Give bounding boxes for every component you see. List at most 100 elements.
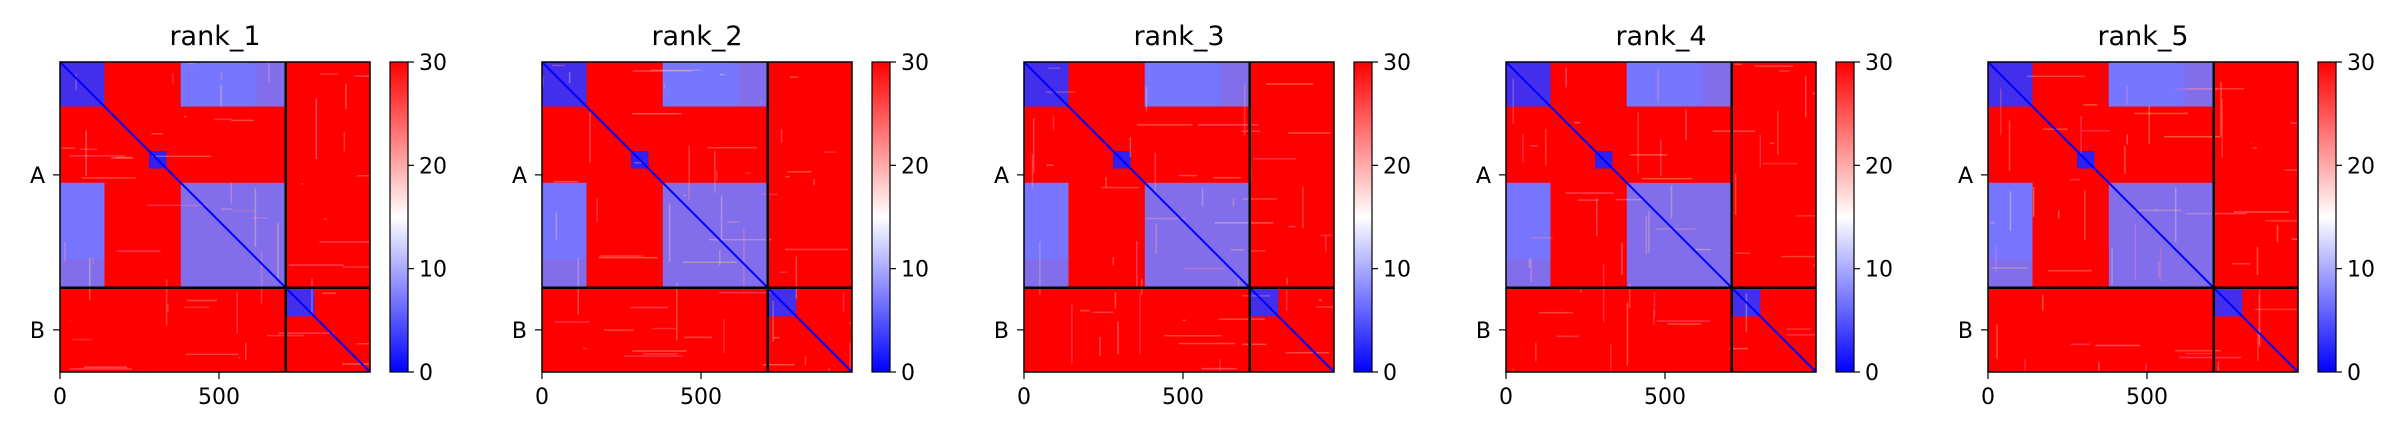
heatmap-streak [682, 261, 738, 264]
heatmap-streak [116, 250, 161, 252]
heatmap-streak [1734, 173, 1737, 215]
heatmap-diagonal [1505, 61, 1817, 373]
heatmap-streak [1218, 318, 1266, 320]
heatmap-streak [2154, 209, 2157, 212]
heatmap-streak [1201, 188, 1204, 207]
heatmap-streak [1286, 277, 1288, 285]
panel-2: rank_2 A B 0 500 0 10 20 30 [512, 21, 929, 410]
heatmap-streak [577, 257, 580, 315]
heatmap-streak [1574, 121, 1581, 124]
heatmap-streak [1201, 367, 1237, 370]
heatmap-streak [1729, 347, 1748, 350]
heatmap-streak [2159, 247, 2162, 282]
heatmap-frame [1023, 61, 1335, 373]
heatmap-region [1506, 182, 1551, 288]
colorbar [2317, 61, 2337, 373]
colorbar [389, 61, 409, 373]
heatmap-streak [1047, 67, 1061, 69]
heatmap-streak [230, 182, 233, 204]
heatmap-streak [1804, 76, 1807, 118]
y-tick-label: A [1958, 164, 1973, 189]
heatmap-streak [1052, 115, 1055, 131]
heatmap-streak [726, 221, 740, 223]
heatmap-streak [1990, 222, 1996, 224]
heatmap-streak [92, 256, 94, 264]
heatmap-streak [555, 212, 558, 240]
heatmap-streak [1155, 223, 1157, 254]
heatmap-streak [2276, 224, 2279, 243]
heatmap-streak [2069, 178, 2080, 181]
heatmap-streak [598, 256, 658, 259]
heatmap-streak [1812, 92, 1816, 95]
colorbar-tick-label: 30 [419, 51, 447, 76]
heatmap-streak [2057, 210, 2060, 219]
heatmap-streak [233, 209, 255, 212]
heatmap-streak [813, 178, 815, 186]
heatmap-streak [2082, 130, 2110, 132]
heatmap-streak [1745, 293, 1748, 333]
heatmap-streak [2291, 238, 2298, 240]
heatmap-streak [311, 278, 313, 316]
heatmap-streak [1754, 65, 1794, 67]
heatmap-streak [2174, 88, 2218, 90]
heatmap-streak [1231, 249, 1244, 251]
colorbar-tick-label: 0 [2347, 361, 2361, 386]
heatmap-streak [1659, 139, 1662, 177]
heatmap-streak [663, 83, 666, 89]
heatmap-streak [2148, 105, 2150, 144]
heatmap-streak [187, 62, 195, 65]
heatmap-streak [2111, 247, 2113, 286]
heatmap-streak [1999, 88, 2002, 136]
heatmap-streak [1046, 164, 1054, 166]
heatmap-streak [1046, 91, 1076, 93]
heatmap-streak [1628, 283, 1631, 308]
heatmap-diagonal [1987, 61, 2299, 373]
heatmap-streak [260, 251, 263, 304]
heatmap-streak [184, 115, 187, 118]
heatmap-streak [2048, 269, 2092, 272]
heatmap-streak [356, 342, 370, 345]
heatmap-streak [2032, 187, 2035, 217]
heatmap-streak [2252, 147, 2257, 149]
heatmap-streak [1184, 267, 1225, 270]
heatmap-streak [2179, 356, 2242, 359]
heatmap-streak [2217, 361, 2220, 372]
heatmap-streak [2133, 209, 2182, 212]
heatmap-streak [604, 329, 634, 331]
heatmap-streak [315, 98, 318, 159]
heatmap-streak [1637, 112, 1639, 173]
heatmap-streak [277, 223, 279, 279]
heatmap-streak [1252, 158, 1296, 160]
heatmap-streak [146, 204, 210, 207]
heatmap-streak [237, 356, 241, 359]
heatmap-streak [245, 342, 247, 361]
heatmap-streak [81, 177, 136, 179]
heatmap-streak [1786, 328, 1811, 330]
heatmap-streak [75, 73, 77, 91]
panel-title: rank_2 [651, 21, 742, 52]
heatmap-streak [1734, 63, 1742, 66]
heatmap-streak [2134, 112, 2188, 115]
heatmap-streak [254, 188, 257, 247]
colorbar-tick-label: 0 [419, 361, 433, 386]
heatmap-streak [1531, 237, 1553, 239]
heatmap-streak [1685, 109, 1687, 141]
heatmap-streak [719, 249, 721, 266]
heatmap-streak [568, 71, 571, 84]
heatmap-streak [2042, 294, 2044, 311]
heatmap-streak [167, 303, 169, 313]
heatmap-streak [185, 353, 239, 356]
y-tick-label: B [1958, 319, 1973, 344]
colorbar-tick-label: 0 [1383, 361, 1397, 386]
heatmap-streak [1512, 368, 1514, 372]
heatmap-streak [1136, 240, 1138, 289]
y-tick-label: A [994, 164, 1009, 189]
colorbar-tick-label: 10 [901, 258, 929, 283]
heatmap-region [180, 62, 286, 107]
heatmap-streak [2221, 99, 2223, 158]
x-tick-label: 500 [1162, 385, 1204, 410]
heatmap-streak [668, 203, 671, 263]
heatmap-streak [1237, 278, 1240, 288]
heatmap-streak [1762, 162, 1798, 165]
heatmap-streak [1522, 134, 1524, 163]
